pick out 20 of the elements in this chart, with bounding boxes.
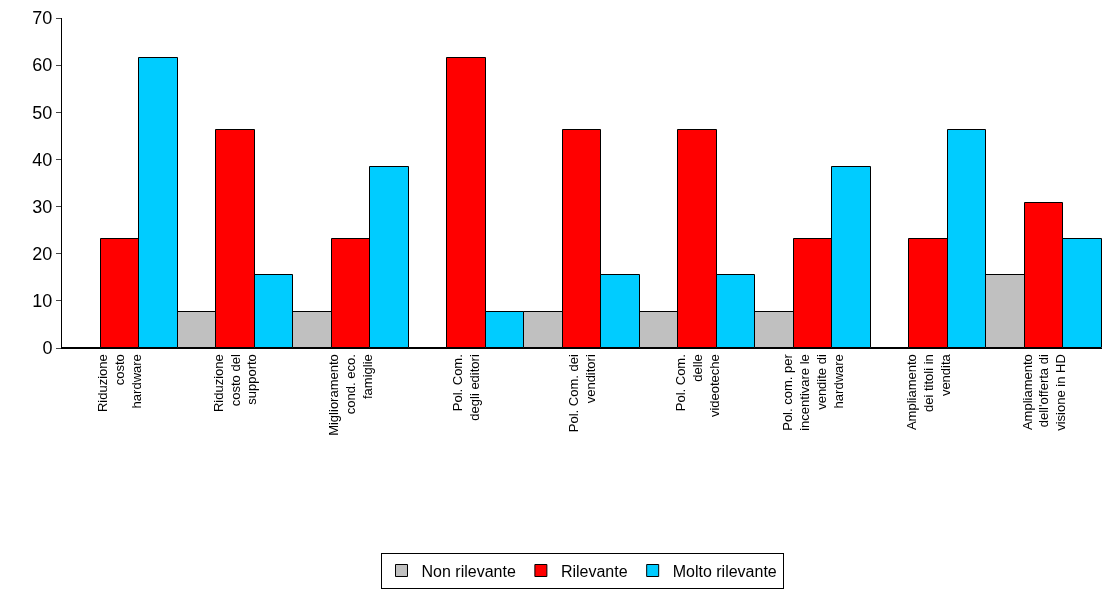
- y-tick-label: 60: [32, 55, 53, 76]
- x-tick-label: Pol. Com. delle videoteche: [672, 354, 722, 418]
- y-tick-label: 30: [32, 196, 53, 217]
- y-tick-label: 20: [32, 244, 53, 265]
- y-tick-label: 70: [32, 8, 53, 29]
- x-tick-label: Riduzione costo hardware: [95, 354, 144, 413]
- y-tick-label: 50: [32, 102, 53, 123]
- x-tick-label: Pol. Com. degli editori: [450, 354, 483, 421]
- y-tick-label: 10: [32, 291, 53, 312]
- x-tick-label: Ampliamento dell'offerta di visione in HD: [1019, 354, 1069, 431]
- y-tick-label: 40: [32, 149, 53, 170]
- x-tick-label: Pol. com. per incentivare le vendite di hardware: [779, 353, 846, 431]
- legend-label: Non rilevante: [421, 562, 516, 580]
- x-tick-label: Riduzione costo del supporto: [210, 354, 260, 413]
- x-tick-label: Pol. Com. dei venditori: [565, 354, 598, 433]
- legend-label: Rilevante: [560, 562, 628, 580]
- x-tick-label: Ampliamento dei titoli in vendita: [903, 353, 953, 431]
- x-tick-label: Miglioramento cond. eco. famiglie: [326, 354, 376, 436]
- legend-label: Molto rilevante: [672, 562, 777, 580]
- y-tick-label: 0: [42, 338, 53, 359]
